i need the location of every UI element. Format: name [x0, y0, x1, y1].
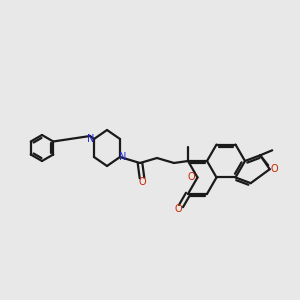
Text: O: O — [174, 204, 182, 214]
Text: O: O — [188, 172, 195, 182]
Text: O: O — [271, 164, 278, 174]
Text: N: N — [87, 134, 95, 144]
Text: O: O — [138, 177, 146, 187]
Text: N: N — [119, 152, 127, 162]
